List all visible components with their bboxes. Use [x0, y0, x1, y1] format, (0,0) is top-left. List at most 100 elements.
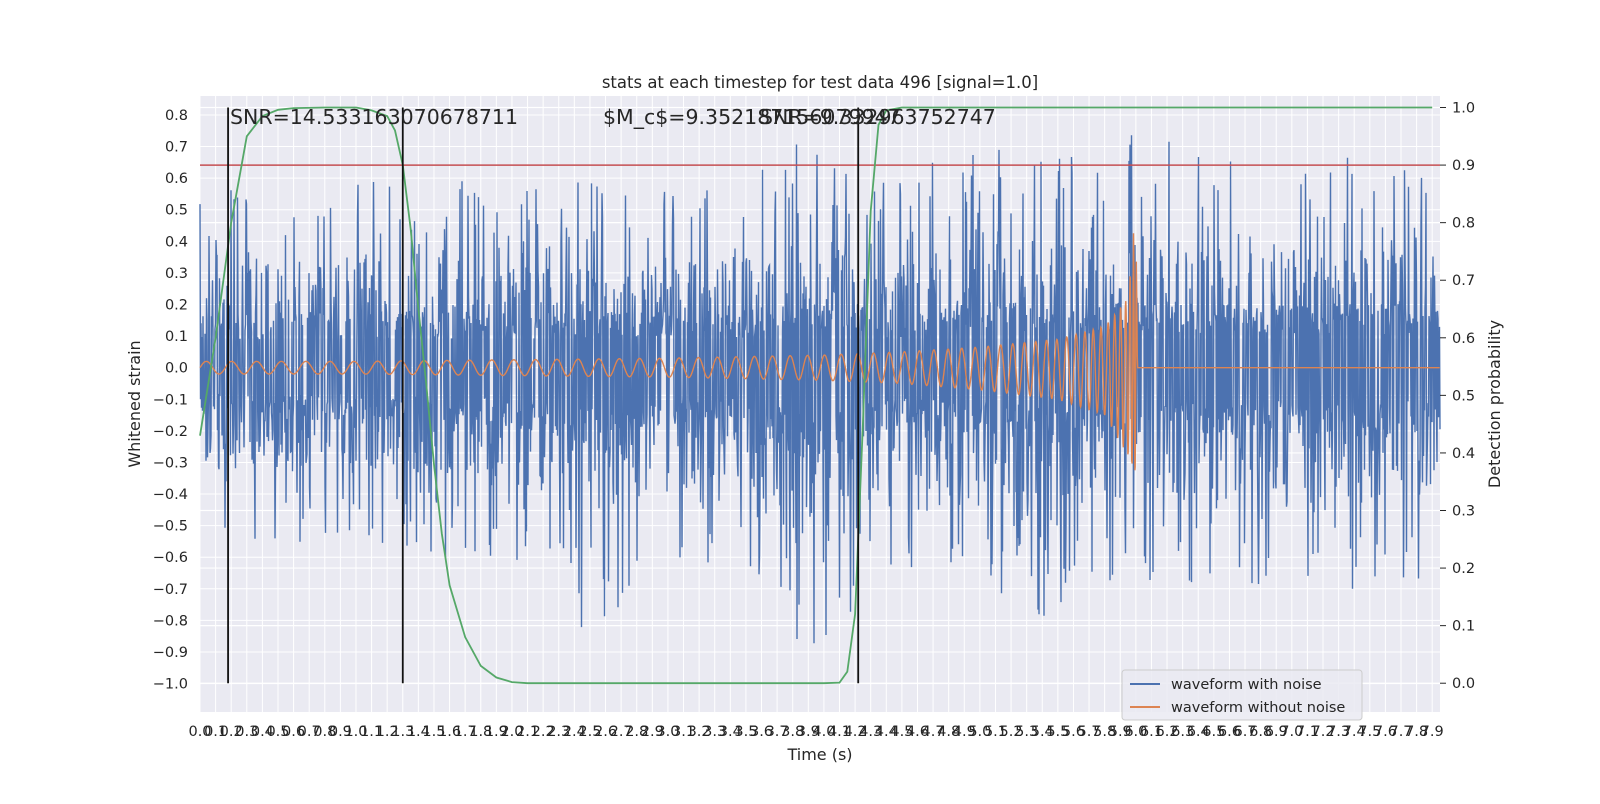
x-tick-label: 0.4 — [251, 724, 274, 740]
x-tick-label: 5.7 — [1078, 724, 1101, 740]
x-tick-label: 5.2 — [1000, 724, 1023, 740]
axes: 0.00.10.20.30.40.50.60.70.80.91.01.11.21… — [153, 101, 1475, 740]
x-tick-label: 0.9 — [329, 724, 352, 740]
x-tick-label: 7.0 — [1280, 724, 1303, 740]
x-tick-label: 4.9 — [953, 724, 976, 740]
series-waveform-with-noise — [199, 135, 1441, 644]
y2-tick-label: 0.1 — [1452, 619, 1475, 635]
y-tick-label: −0.9 — [153, 645, 188, 661]
x-tick-label: 6.1 — [1140, 724, 1163, 740]
x-tick-label: 3.9 — [797, 724, 820, 740]
x-tick-label: 2.4 — [563, 724, 586, 740]
y2-tick-label: 0.5 — [1452, 388, 1475, 404]
legend: waveform with noise waveform without noi… — [1121, 669, 1363, 721]
x-tick-label: 5.1 — [984, 724, 1007, 740]
x-tick-label: 5.5 — [1046, 724, 1069, 740]
x-tick-label: 7.6 — [1374, 724, 1397, 740]
x-tick-label: 3.7 — [766, 724, 789, 740]
x-tick-label: 2.6 — [594, 724, 617, 740]
y2-tick-label: 0.8 — [1452, 216, 1475, 232]
x-tick-label: 5.3 — [1015, 724, 1038, 740]
x-tick-label: 0.1 — [204, 724, 227, 740]
x-tick-label: 3.4 — [719, 724, 742, 740]
snr-annotation-left: SNR=14.533163070678711 — [230, 105, 518, 129]
x-tick-label: 7.8 — [1405, 724, 1428, 740]
x-tick-label: 6.6 — [1218, 724, 1241, 740]
x-tick-label: 4.6 — [906, 724, 929, 740]
x-axis-label: Time (s) — [786, 745, 852, 764]
x-tick-label: 6.5 — [1202, 724, 1225, 740]
x-tick-label: 0.5 — [266, 724, 289, 740]
x-tick-label: 0.2 — [220, 724, 243, 740]
x-tick-label: 6.3 — [1171, 724, 1194, 740]
x-tick-label: 1.7 — [454, 724, 477, 740]
x-tick-label: 1.2 — [376, 724, 399, 740]
x-tick-label: 2.8 — [625, 724, 648, 740]
x-tick-label: 3.0 — [656, 724, 679, 740]
x-tick-label: 4.2 — [844, 724, 867, 740]
y-tick-label: 0.2 — [165, 297, 188, 313]
y-tick-label: −0.8 — [153, 613, 188, 629]
x-tick-label: 6.8 — [1249, 724, 1272, 740]
x-tick-label: 1.8 — [469, 724, 492, 740]
x-tick-label: 7.5 — [1358, 724, 1381, 740]
x-tick-label: 4.1 — [828, 724, 851, 740]
series-waveform-without-noise — [199, 233, 1440, 471]
x-tick-label: 0.3 — [235, 724, 258, 740]
x-tick-label: 3.8 — [781, 724, 804, 740]
x-tick-label: 3.2 — [688, 724, 711, 740]
svg-text:SNR=9.332963752747: SNR=9.332963752747 — [760, 105, 996, 129]
y2-tick-label: 0.7 — [1452, 273, 1475, 289]
y-tick-label: 0.6 — [165, 171, 188, 187]
y-tick-label: 0.4 — [165, 234, 188, 250]
y-tick-label: −0.5 — [153, 519, 188, 535]
y2-tick-label: 0.9 — [1452, 158, 1475, 174]
x-tick-label: 1.0 — [344, 724, 367, 740]
y2-axis-label: Detection probability — [1485, 320, 1504, 488]
x-tick-label: 3.1 — [672, 724, 695, 740]
y2-tick-label: 0.6 — [1452, 331, 1475, 347]
y-tick-label: 0.0 — [165, 361, 188, 377]
data-layer — [199, 106, 1441, 685]
y-axis-label: Whitened strain — [125, 340, 144, 467]
svg-text:SNR=14.533163070678711: SNR=14.533163070678711 — [230, 105, 518, 129]
x-tick-label: 7.1 — [1296, 724, 1319, 740]
x-tick-label: 5.8 — [1093, 724, 1116, 740]
legend-label-noise: waveform with noise — [1171, 677, 1322, 693]
y2-tick-label: 0.0 — [1452, 676, 1475, 692]
x-tick-label: 6.9 — [1265, 724, 1288, 740]
x-tick-label: 1.5 — [422, 724, 445, 740]
y-tick-label: 0.7 — [165, 140, 188, 156]
x-tick-label: 4.0 — [812, 724, 835, 740]
x-tick-label: 7.7 — [1389, 724, 1412, 740]
x-tick-label: 6.4 — [1187, 724, 1210, 740]
x-tick-label: 4.7 — [922, 724, 945, 740]
y-tick-label: 0.1 — [165, 329, 188, 345]
y-tick-label: 0.3 — [165, 266, 188, 282]
x-tick-label: 5.0 — [968, 724, 991, 740]
chirp-mass-annotation: $M_c$=9.352187156079947 — [603, 105, 901, 130]
x-tick-label: 2.2 — [532, 724, 555, 740]
legend-label-clean: waveform without noise — [1171, 700, 1345, 716]
x-tick-label: 4.3 — [859, 724, 882, 740]
x-tick-label: 2.5 — [578, 724, 601, 740]
y-tick-label: −0.2 — [153, 424, 188, 440]
y-tick-label: −0.4 — [153, 487, 188, 503]
x-tick-label: 4.8 — [937, 724, 960, 740]
x-tick-label: 7.2 — [1311, 724, 1334, 740]
y-tick-label: −1.0 — [153, 677, 188, 693]
y2-tick-label: 1.0 — [1452, 101, 1475, 117]
y2-tick-label: 0.2 — [1452, 561, 1475, 577]
x-tick-label: 3.5 — [734, 724, 757, 740]
x-tick-label: 2.0 — [500, 724, 523, 740]
snr-annotation-right: SNR=9.332963752747 — [760, 105, 996, 129]
x-tick-label: 6.2 — [1156, 724, 1179, 740]
x-tick-label: 5.4 — [1031, 724, 1054, 740]
x-tick-label: 1.3 — [391, 724, 414, 740]
x-tick-label: 7.3 — [1327, 724, 1350, 740]
x-tick-label: 2.3 — [547, 724, 570, 740]
legend-box — [1121, 669, 1363, 721]
x-tick-label: 7.4 — [1343, 724, 1366, 740]
